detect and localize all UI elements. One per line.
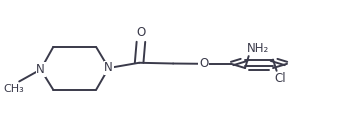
- Text: Cl: Cl: [274, 72, 286, 85]
- Text: O: O: [199, 57, 208, 70]
- Text: N: N: [104, 61, 113, 75]
- Text: O: O: [136, 26, 145, 39]
- Text: N: N: [36, 63, 45, 76]
- Text: NH₂: NH₂: [247, 42, 269, 55]
- Text: CH₃: CH₃: [4, 84, 24, 95]
